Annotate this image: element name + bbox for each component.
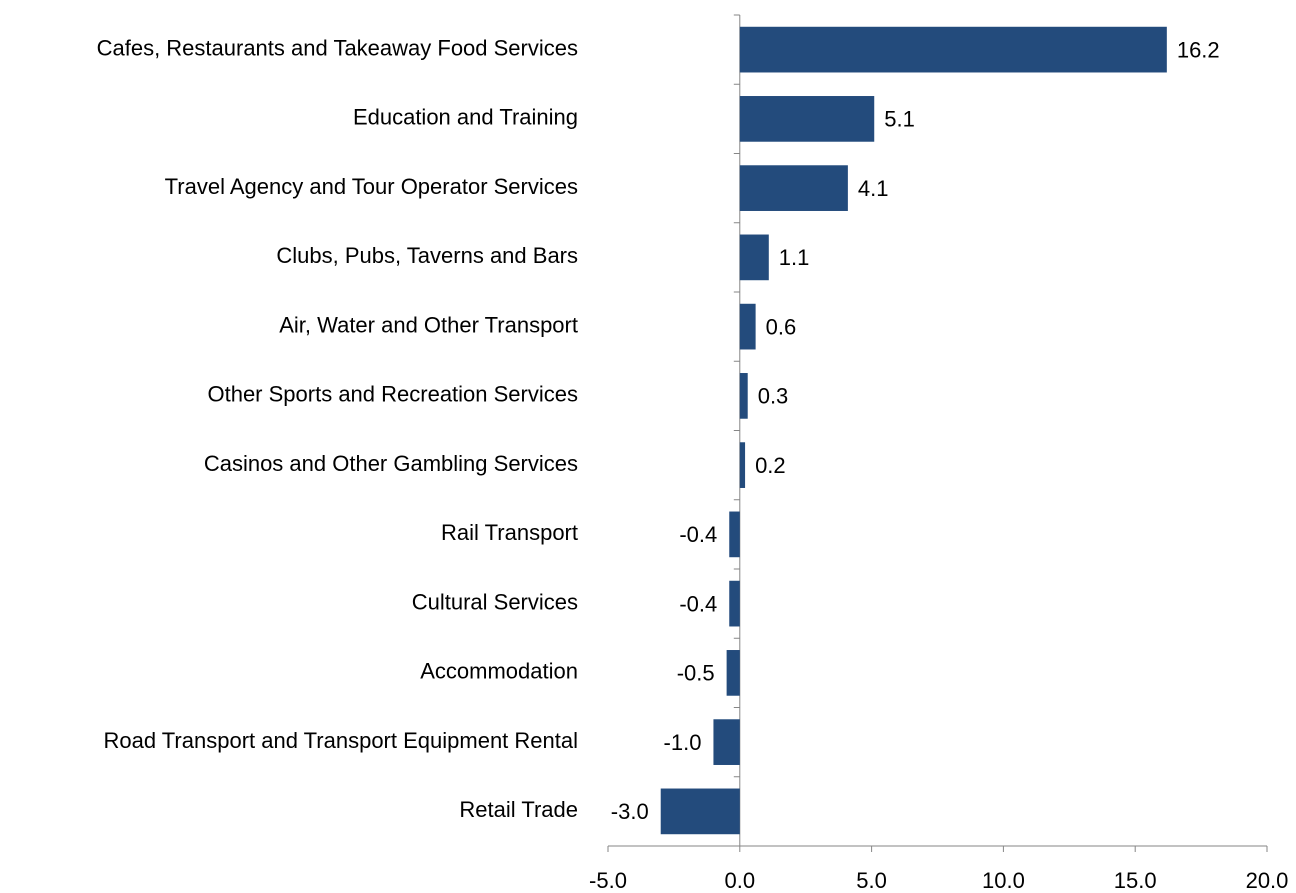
category-label: Road Transport and Transport Equipment R… [104, 728, 579, 753]
value-label: -0.4 [679, 522, 717, 547]
value-label: -0.5 [677, 661, 715, 686]
category-label: Travel Agency and Tour Operator Services [165, 174, 578, 199]
category-label: Rail Transport [441, 520, 578, 545]
bar [739, 26, 1167, 73]
x-tick-label: 0.0 [725, 868, 756, 893]
category-label: Other Sports and Recreation Services [207, 382, 578, 407]
value-label: -1.0 [664, 730, 702, 755]
value-label: 5.1 [884, 107, 915, 132]
bar [739, 234, 769, 281]
category-label: Clubs, Pubs, Taverns and Bars [276, 243, 578, 268]
category-label: Education and Training [353, 105, 578, 130]
value-label: -0.4 [679, 591, 717, 616]
bar [739, 96, 875, 142]
category-label: Cafes, Restaurants and Takeaway Food Ser… [97, 35, 578, 60]
bar [660, 788, 740, 835]
bar [739, 165, 848, 211]
bar [726, 650, 740, 696]
value-label: 4.1 [858, 176, 889, 201]
x-tick-label: 5.0 [856, 868, 887, 893]
category-label: Casinos and Other Gambling Services [204, 451, 578, 476]
value-label: 0.2 [755, 453, 786, 478]
x-tick-label: 10.0 [982, 868, 1025, 893]
x-tick-label: -5.0 [589, 868, 627, 893]
value-label: 1.1 [779, 245, 810, 270]
category-label: Retail Trade [459, 797, 578, 822]
value-label: 16.2 [1177, 37, 1220, 62]
category-label: Air, Water and Other Transport [279, 312, 578, 337]
x-tick-label: 15.0 [1114, 868, 1157, 893]
bar [729, 580, 740, 627]
category-label: Accommodation [420, 659, 578, 684]
value-label: -3.0 [611, 799, 649, 824]
x-tick-label: 20.0 [1246, 868, 1289, 893]
bar [739, 373, 748, 419]
bar [739, 442, 746, 488]
bar [729, 511, 740, 558]
bar [739, 303, 756, 350]
bar [713, 719, 740, 765]
value-label: 0.6 [766, 314, 797, 339]
value-label: 0.3 [758, 384, 789, 409]
category-label: Cultural Services [412, 589, 578, 614]
